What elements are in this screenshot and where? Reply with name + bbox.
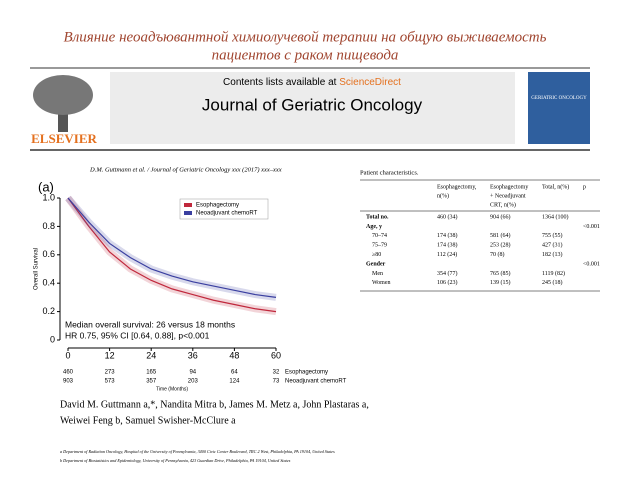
x-tick-label: 36 — [188, 350, 198, 360]
table-header: Total, n(%) — [542, 183, 569, 190]
table-cell: Total no. — [366, 214, 389, 220]
x-tick-label: 0 — [65, 350, 70, 360]
slide-title: Влияние неоадъювантной химиолучевой тера… — [64, 29, 547, 45]
risk-count: 460 — [63, 370, 74, 376]
table-cell: 112 (24) — [437, 251, 457, 258]
table-cell: 174 (38) — [437, 232, 458, 239]
table-cell: 75–79 — [372, 243, 387, 249]
risk-count: 32 — [273, 370, 280, 376]
survival-curve — [67, 197, 277, 313]
slide-title: пациентов с раком пищевода — [212, 47, 399, 63]
table-cell: <0.001 — [583, 261, 600, 267]
risk-count: 64 — [231, 370, 238, 376]
running-head: D.M. Guttmann et al. / Journal of Geriat… — [89, 166, 282, 173]
table-cell: Women — [372, 280, 391, 286]
x-tick-label: 48 — [229, 350, 239, 360]
contents-prefix: Contents lists available at — [223, 77, 337, 88]
y-tick-label: 0.8 — [42, 221, 55, 231]
legend-label: Neoadjuvant chemoRT — [196, 211, 258, 217]
legend-swatch — [184, 203, 192, 207]
risk-count: 573 — [105, 379, 116, 385]
table-cell: Gender — [366, 261, 386, 267]
table-header: Esophagectomy, — [437, 184, 477, 190]
table-cell: 1364 (100) — [542, 213, 569, 220]
table-header: + Neoadjuvant — [490, 193, 526, 199]
y-tick-label: 0.2 — [42, 306, 55, 316]
risk-count: 357 — [146, 379, 157, 385]
y-axis-label: Overall Survival — [34, 248, 40, 290]
table-cell: 245 (18) — [542, 279, 563, 286]
table-cell: 460 (34) — [437, 213, 458, 220]
table-header: Esophagectomy — [490, 184, 528, 190]
y-tick-label: 0.4 — [42, 278, 55, 288]
elsevier-tree — [33, 75, 93, 132]
risk-count: 273 — [105, 370, 116, 376]
authors: David M. Guttmann a,*, Nandita Mitra b, … — [60, 399, 369, 410]
legend-label: Esophagectomy — [196, 203, 239, 209]
table-cell: 253 (28) — [490, 242, 511, 249]
authors: Weiwei Feng b, Samuel Swisher-McClure a — [60, 415, 236, 426]
panel-label: (a) — [38, 179, 54, 194]
journal-cover — [528, 72, 590, 144]
risk-label: Esophagectomy — [285, 370, 328, 376]
x-tick-label: 12 — [105, 350, 115, 360]
table-cell: 354 (77) — [437, 270, 458, 277]
y-tick-label: 0 — [50, 334, 55, 344]
table-cell: 755 (55) — [542, 232, 563, 239]
journal-band — [110, 72, 515, 144]
risk-label: Neoadjuvant chemoRT — [285, 379, 347, 385]
table-header: CRT, n(%) — [490, 201, 516, 208]
cover-text: GERIATRIC ONCOLOGY — [531, 96, 587, 101]
risk-count: 903 — [63, 379, 74, 385]
journal-name: Journal of Geriatric Oncology — [202, 95, 423, 114]
affiliation: a Department of Radiation Oncology, Hosp… — [60, 449, 335, 455]
x-tick-label: 60 — [271, 350, 281, 360]
table-cell: 581 (64) — [490, 232, 511, 239]
risk-count: 203 — [188, 379, 199, 385]
table-cell: ≥80 — [372, 252, 381, 258]
table-cell: 106 (23) — [437, 279, 458, 286]
risk-count: 94 — [189, 370, 196, 376]
contents-line: Contents lists available at ScienceDirec… — [223, 77, 401, 88]
table-header: n(%) — [437, 192, 449, 199]
y-tick-label: 0.6 — [42, 249, 55, 259]
table-cell: <0.001 — [583, 224, 600, 230]
sciencedirect-link[interactable]: ScienceDirect — [339, 77, 401, 88]
table-cell: 427 (31) — [542, 242, 563, 249]
affiliation: b Department of Biostatistics and Epidem… — [60, 458, 291, 464]
risk-count: 73 — [273, 379, 280, 385]
annotation: Median overall survival: 26 versus 18 mo… — [65, 319, 235, 329]
publisher-logo: ELSEVIER — [31, 131, 97, 146]
table-cell: 139 (15) — [490, 279, 511, 286]
table-cell: Age, y — [366, 224, 382, 230]
risk-count: 165 — [146, 370, 157, 376]
table-title: Patient characteristics. — [360, 169, 419, 176]
table-cell: Men — [372, 271, 383, 277]
table-cell: 70–74 — [372, 233, 387, 239]
table-cell: 904 (66) — [490, 213, 511, 220]
x-tick-label: 24 — [146, 350, 156, 360]
table-cell: 70 (8) — [490, 251, 505, 258]
survival-curve — [67, 197, 277, 298]
legend-box — [179, 198, 269, 220]
table-cell: 765 (85) — [490, 270, 511, 277]
table-header: p — [583, 184, 586, 190]
annotation: HR 0.75, 95% CI [0.64, 0.88], p<0.001 — [65, 330, 210, 340]
table-cell: 1119 (82) — [542, 270, 565, 277]
legend-swatch — [184, 211, 192, 215]
x-axis-label: Time (Months) — [156, 386, 188, 392]
table-cell: 182 (13) — [542, 251, 563, 258]
y-tick-label: 1.0 — [42, 192, 55, 202]
table-cell: 174 (38) — [437, 242, 458, 249]
risk-count: 124 — [229, 379, 240, 385]
